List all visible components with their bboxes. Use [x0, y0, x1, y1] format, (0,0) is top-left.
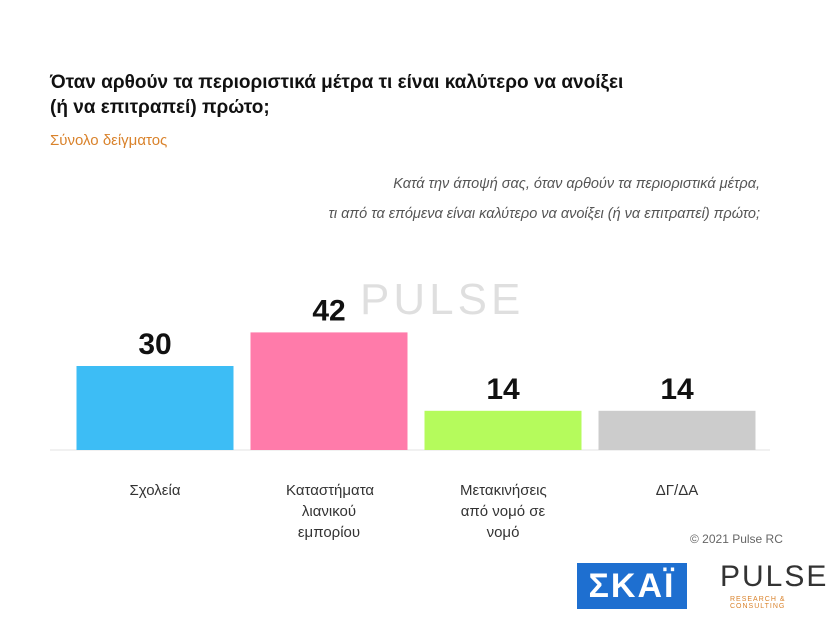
pulse-tagline: RESEARCH & CONSULTING — [730, 596, 786, 610]
skai-logo: ΣΚΑΪ — [577, 563, 687, 609]
bar — [76, 366, 234, 450]
value-label: 14 — [660, 373, 694, 406]
value-label: 30 — [138, 328, 171, 361]
chart-subtitle: Σύνολο δείγματος — [50, 132, 168, 149]
question-text: Κατά την άποψή σας, όταν αρθούν τα περιο… — [393, 176, 760, 192]
chart-title: Όταν αρθούν τα περιοριστικά μέτρα τι είν… — [50, 72, 624, 118]
category-label: ΔΓ/ΔΑ — [655, 482, 699, 499]
bar — [424, 410, 582, 450]
category-label: Σχολεία — [129, 482, 181, 499]
value-label: 14 — [486, 373, 520, 406]
pulse-logo: PULSE — [720, 560, 829, 593]
copyright: © 2021 Pulse RC — [690, 532, 783, 546]
category-label: Καταστήματα λιανικού εμπορίου — [286, 482, 375, 541]
watermark: PULSE — [360, 275, 525, 324]
bar — [250, 332, 408, 450]
bar — [598, 410, 756, 450]
value-label: 42 — [312, 294, 345, 327]
question-text: τι από τα επόμενα είναι καλύτερο να ανοί… — [328, 206, 760, 222]
category-label: Μετακινήσεις από νομό σε νομό — [460, 482, 547, 541]
